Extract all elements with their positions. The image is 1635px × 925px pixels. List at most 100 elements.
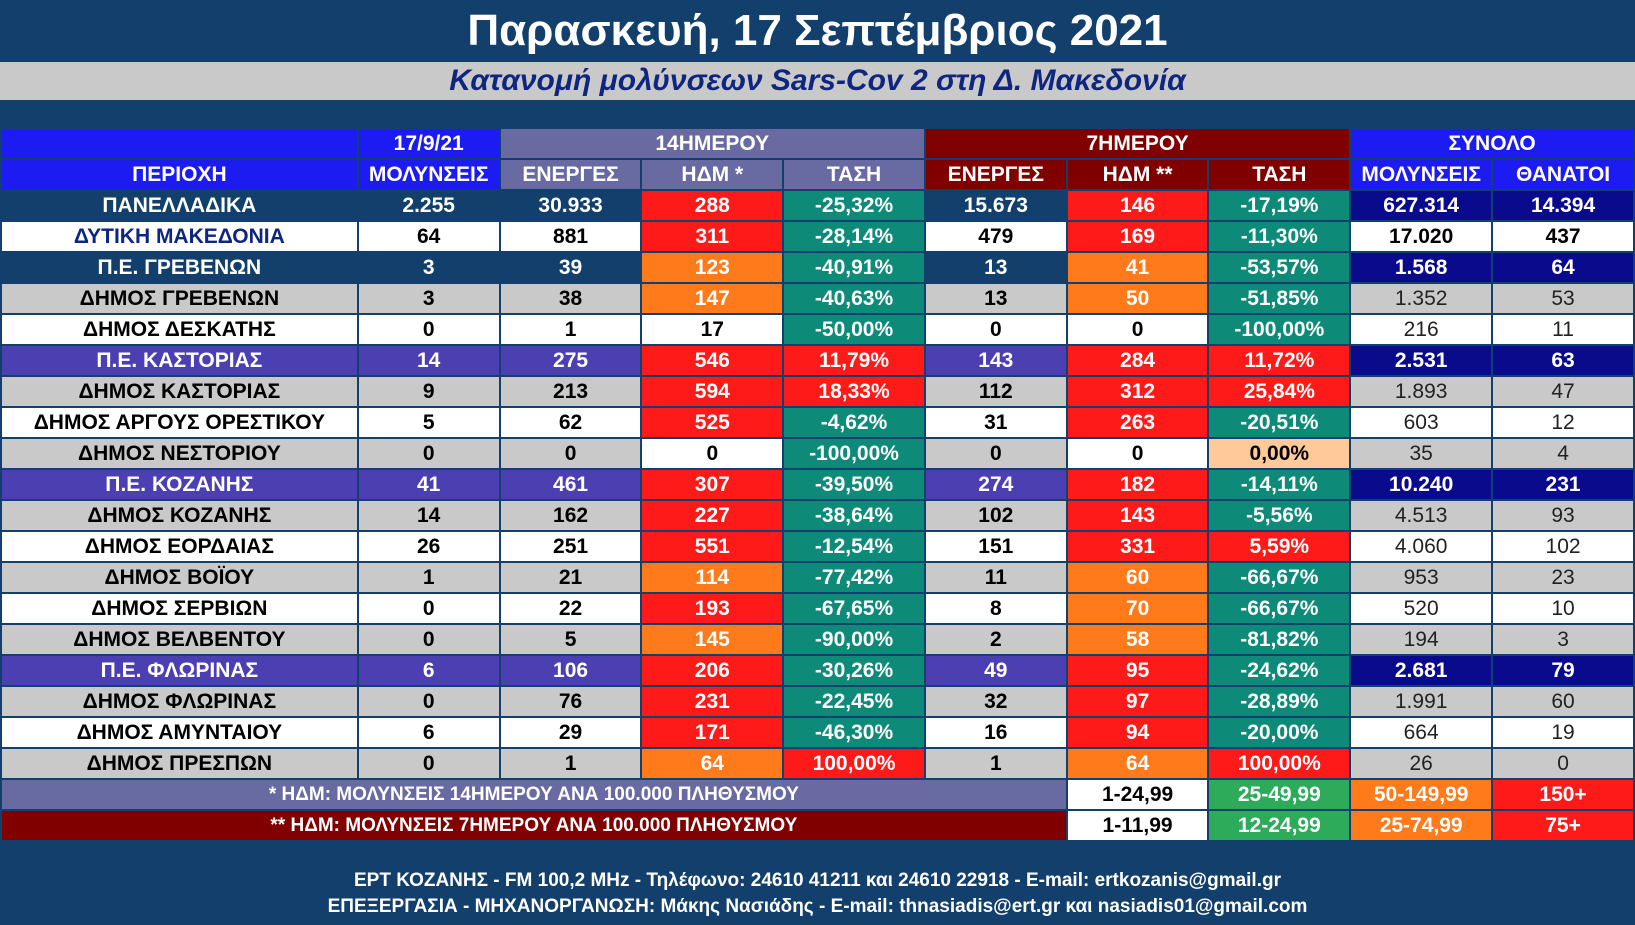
- cell-hdm-14: 551: [640, 530, 785, 563]
- cell-active-7: 13: [923, 251, 1068, 284]
- covid-table: 17/9/21 14ΗΜΕΡΟΥ 7ΗΜΕΡΟΥ ΣΥΝΟΛΟ ΠΕΡΙΟΧΗ …: [0, 127, 1635, 842]
- table-row: ΠΑΝΕΛΛΑΔΙΚΑ 2.255 30.933 288 -25,32% 15.673 14…: [0, 189, 1635, 222]
- table-row: Π.Ε. ΓΡΕΒΕΝΩΝ 3 39 123 -40,91% 13 41 -53,57% 1.5…: [0, 251, 1635, 284]
- cell-active-7: 2: [923, 623, 1068, 656]
- cell-active-14: 29: [498, 716, 643, 749]
- cell-trend-7: -14,11%: [1207, 468, 1352, 501]
- row-name: ΔΥΤΙΚΗ ΜΑΚΕΔΟΝΙΑ: [0, 220, 359, 253]
- cell-active-14: 76: [498, 685, 643, 718]
- cell-active-7: 151: [923, 530, 1068, 563]
- table-row: ΔΗΜΟΣ ΚΟΖΑΝΗΣ 14 162 227 -38,64% 102 143 -5,56%…: [0, 499, 1635, 532]
- cell-active-7: 1: [923, 747, 1068, 780]
- cell-trend-14: -38,64%: [782, 499, 926, 532]
- header-region-top: [0, 127, 359, 160]
- cell-trend-7: -24,62%: [1207, 654, 1352, 687]
- table-row: ΔΗΜΟΣ ΑΜΥΝΤΑΙΟΥ 6 29 171 -46,30% 16 94 -20,00% 6…: [0, 716, 1635, 749]
- footer-credits: ΕΠΕΞΕΡΓΑΣΙΑ - ΜΗΧΑΝΟΡΓΑΝΩΣΗ: Μάκης Νασιά…: [327, 896, 1308, 917]
- cell-total-infections: 664: [1349, 716, 1494, 749]
- cell-active-7: 143: [923, 344, 1068, 377]
- cell-hdm-7: 50: [1065, 282, 1210, 315]
- cell-infections: 0: [356, 313, 501, 346]
- cell-infections: 0: [356, 685, 501, 718]
- cell-trend-14: -50,00%: [782, 313, 926, 346]
- legend-range: 1-11,99: [1065, 809, 1210, 842]
- cell-hdm-14: 171: [640, 716, 785, 749]
- table-row: ΔΗΜΟΣ ΠΡΕΣΠΩΝ 0 1 64 100,00% 1 64 100,00% 26 0: [0, 747, 1635, 780]
- cell-active-14: 1: [498, 313, 643, 346]
- cell-deaths: 19: [1491, 716, 1635, 749]
- cell-hdm-7: 94: [1065, 716, 1210, 749]
- cell-active-14: 5: [498, 623, 643, 656]
- cell-active-7: 274: [923, 468, 1068, 501]
- cell-active-7: 112: [923, 375, 1068, 408]
- table-row: ΔΗΜΟΣ ΔΕΣΚΑΤΗΣ 0 1 17 -50,00% 0 0 -100,00% 216 11: [0, 313, 1635, 346]
- cell-hdm-14: 525: [640, 406, 785, 439]
- table-row: ΔΗΜΟΣ ΝΕΣΤΟΡΙΟΥ 0 0 0 -100,00% 0 0 0,00% 35 4: [0, 437, 1635, 470]
- cell-total-infections: 216: [1349, 313, 1494, 346]
- row-name: ΔΗΜΟΣ ΦΛΩΡΙΝΑΣ: [0, 685, 359, 718]
- cell-active-14: 22: [498, 592, 643, 625]
- legend-range: 12-24,99: [1207, 809, 1352, 842]
- cell-infections: 14: [356, 499, 501, 532]
- cell-active-14: 30.933: [498, 189, 643, 222]
- cell-deaths: 60: [1491, 685, 1635, 718]
- table-row: ΔΗΜΟΣ ΒΕΛΒΕΝΤΟΥ 0 5 145 -90,00% 2 58 -81,82% 194…: [0, 623, 1635, 656]
- cell-infections: 0: [356, 592, 501, 625]
- cell-trend-14: 18,33%: [782, 375, 926, 408]
- cell-total-infections: 603: [1349, 406, 1494, 439]
- cell-total-infections: 26: [1349, 747, 1494, 780]
- cell-infections: 2.255: [356, 189, 501, 222]
- cell-active-14: 275: [498, 344, 643, 377]
- cell-hdm-7: 143: [1065, 499, 1210, 532]
- cell-total-infections: 17.020: [1349, 220, 1494, 253]
- table-row: ΔΗΜΟΣ ΒΟΪΟΥ 1 21 114 -77,42% 11 60 -66,67% 953 23: [0, 561, 1635, 594]
- cell-hdm-7: 146: [1065, 189, 1210, 222]
- cell-trend-14: -90,00%: [782, 623, 926, 656]
- cell-infections: 64: [356, 220, 501, 253]
- cell-trend-7: -28,89%: [1207, 685, 1352, 718]
- cell-deaths: 12: [1491, 406, 1635, 439]
- cell-total-infections: 1.991: [1349, 685, 1494, 718]
- cell-trend-14: -77,42%: [782, 561, 926, 594]
- table-row: Π.Ε. ΚΟΖΑΝΗΣ 41 461 307 -39,50% 274 182 -14,11%…: [0, 468, 1635, 501]
- cell-trend-14: 100,00%: [782, 747, 926, 780]
- cell-infections: 9: [356, 375, 501, 408]
- cell-hdm-7: 182: [1065, 468, 1210, 501]
- cell-total-infections: 953: [1349, 561, 1494, 594]
- cell-active-7: 31: [923, 406, 1068, 439]
- cell-infections: 26: [356, 530, 501, 563]
- cell-trend-7: -100,00%: [1207, 313, 1352, 346]
- cell-infections: 0: [356, 623, 501, 656]
- row-name: ΔΗΜΟΣ ΔΕΣΚΑΤΗΣ: [0, 313, 359, 346]
- cell-deaths: 64: [1491, 251, 1635, 284]
- cell-hdm-14: 594: [640, 375, 785, 408]
- cell-total-infections: 1.568: [1349, 251, 1494, 284]
- cell-active-14: 21: [498, 561, 643, 594]
- cell-active-7: 13: [923, 282, 1068, 315]
- header-trend-7: ΤΑΣΗ: [1207, 158, 1352, 191]
- cell-deaths: 437: [1491, 220, 1635, 253]
- header-infections: ΜΟΛΥΝΣΕΙΣ: [356, 158, 501, 191]
- cell-hdm-14: 288: [640, 189, 785, 222]
- header-hdm-7: ΗΔΜ **: [1065, 158, 1210, 191]
- cell-trend-14: -22,45%: [782, 685, 926, 718]
- cell-active-14: 39: [498, 251, 643, 284]
- legend-row: * ΗΔΜ: ΜΟΛΥΝΣΕΙΣ 14ΗΜΕΡΟΥ ΑΝΑ 100.000 ΠΛ…: [0, 778, 1635, 811]
- cell-total-infections: 4.513: [1349, 499, 1494, 532]
- cell-total-infections: 2.531: [1349, 344, 1494, 377]
- cell-active-14: 62: [498, 406, 643, 439]
- cell-hdm-14: 546: [640, 344, 785, 377]
- row-name: Π.Ε. ΓΡΕΒΕΝΩΝ: [0, 251, 359, 284]
- row-name: ΠΑΝΕΛΛΑΔΙΚΑ: [0, 189, 359, 222]
- cell-trend-14: -4,62%: [782, 406, 926, 439]
- cell-hdm-7: 263: [1065, 406, 1210, 439]
- cell-infections: 14: [356, 344, 501, 377]
- cell-trend-7: 11,72%: [1207, 344, 1352, 377]
- cell-infections: 41: [356, 468, 501, 501]
- cell-trend-14: -25,32%: [782, 189, 926, 222]
- cell-total-infections: 4.060: [1349, 530, 1494, 563]
- cell-active-7: 11: [923, 561, 1068, 594]
- cell-trend-7: -51,85%: [1207, 282, 1352, 315]
- cell-hdm-7: 60: [1065, 561, 1210, 594]
- row-name: ΔΗΜΟΣ ΣΕΡΒΙΩΝ: [0, 592, 359, 625]
